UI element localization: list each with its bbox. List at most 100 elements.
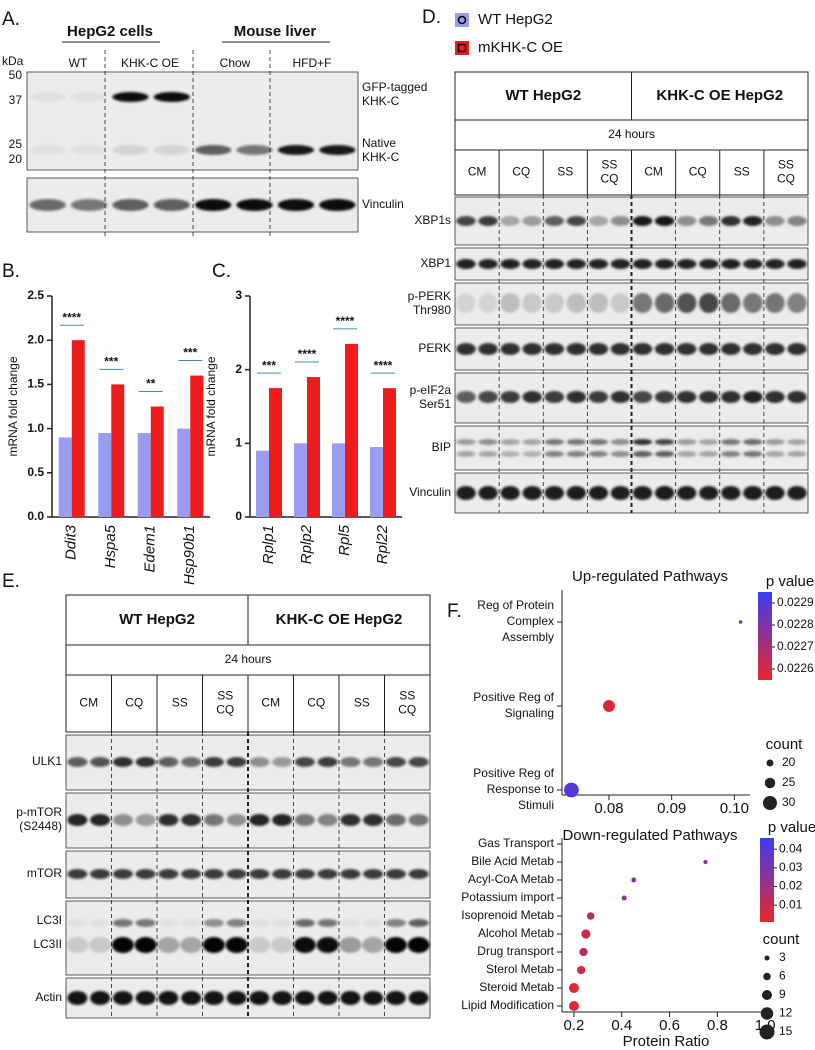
category-label: Positive Reg of Response to Stimuli [473, 766, 554, 812]
colorbar-tick-label: 0.0227 [777, 639, 814, 653]
condition: SS [172, 696, 188, 710]
condition: CQ [512, 165, 530, 179]
band [500, 293, 520, 313]
band [588, 293, 609, 313]
band [319, 145, 356, 155]
band [135, 757, 156, 767]
band [181, 919, 202, 927]
band [654, 391, 675, 403]
band [544, 439, 564, 445]
band [456, 259, 476, 269]
band [67, 869, 88, 879]
size-legend-label: 12 [779, 1006, 793, 1020]
band [610, 216, 631, 226]
legend-marker [457, 43, 467, 53]
row-label: p-PERK Thr980 [408, 289, 452, 317]
group-label: Mouse liver [234, 23, 317, 40]
bar [98, 433, 112, 517]
bar [111, 384, 125, 517]
significance: *** [104, 355, 118, 369]
size-legend-label: 15 [779, 1024, 793, 1038]
band [654, 451, 675, 457]
band [153, 145, 191, 155]
cell-line: WT HepG2 [119, 611, 195, 628]
significance: **** [298, 347, 317, 361]
band [249, 814, 270, 826]
size-legend-label: 25 [782, 775, 796, 789]
band [135, 814, 156, 826]
band [743, 439, 763, 445]
category-label: Gas Transport [478, 836, 555, 850]
condition: CQ [307, 696, 325, 710]
y-axis-label: mRNA fold change [204, 356, 218, 456]
colorbar-tick-label: 0.04 [779, 841, 803, 855]
panel-label: B. [2, 261, 20, 282]
cell-line: KHK-C OE HepG2 [656, 87, 783, 104]
band [90, 991, 111, 1005]
dot [564, 782, 579, 798]
band [112, 757, 133, 767]
band [787, 486, 807, 500]
significance: **** [336, 314, 355, 328]
condition: SS CQ [216, 689, 234, 717]
panel-label: F. [447, 601, 462, 622]
size-legend-label: 3 [779, 950, 786, 964]
time-label: 24 hours [608, 127, 655, 141]
category-label: Positive Reg of Signaling [473, 690, 554, 720]
band [158, 869, 179, 879]
band [721, 391, 741, 403]
band [632, 343, 653, 355]
band [226, 814, 247, 826]
colorbar-tick-label: 0.01 [779, 897, 803, 911]
band [522, 216, 542, 226]
lane-label: Chow [220, 56, 251, 70]
size-legend-dot [764, 777, 776, 789]
colorbar-title: p value [768, 819, 815, 836]
y-axis-label: mRNA fold change [6, 356, 20, 456]
band [158, 757, 179, 767]
panel-label: A. [2, 9, 20, 30]
band [699, 293, 719, 313]
band [67, 757, 88, 767]
x-tick-label: 0.4 [611, 1017, 632, 1034]
dot [738, 620, 743, 624]
row-label: Vinculin [409, 485, 451, 499]
cell-line: KHK-C OE HepG2 [276, 611, 403, 628]
band [407, 937, 430, 953]
band [456, 216, 476, 226]
band [340, 814, 361, 826]
size-legend-dot [763, 796, 777, 810]
band [588, 451, 609, 457]
band [478, 391, 498, 403]
band [787, 343, 807, 355]
dot [576, 965, 586, 975]
band [180, 937, 203, 953]
condition: SS [354, 696, 370, 710]
band [408, 814, 429, 826]
band [566, 216, 587, 226]
size-legend-label: 20 [782, 755, 796, 769]
significance: ** [146, 377, 156, 391]
band [676, 486, 697, 500]
band [721, 486, 741, 500]
band [632, 259, 653, 269]
category-label: Reg of Protein Complex Assembly [477, 598, 554, 644]
band [544, 216, 564, 226]
x-tick-label: 0.8 [707, 1017, 728, 1034]
colorbar-tick-label: 0.0229 [777, 595, 814, 609]
band [181, 814, 202, 826]
bar [332, 443, 345, 517]
band [588, 259, 609, 269]
band [544, 293, 564, 313]
category-label: Sterol Metab [486, 962, 554, 976]
band [566, 343, 587, 355]
x-axis-label: Protein Ratio [623, 1033, 710, 1050]
band [158, 991, 179, 1005]
x-tick-label: Rpl22 [374, 524, 391, 564]
band [317, 869, 338, 879]
y-tick-label: 3 [235, 288, 242, 302]
band [654, 343, 675, 355]
band [226, 757, 247, 767]
band [385, 991, 406, 1005]
band [654, 486, 675, 500]
